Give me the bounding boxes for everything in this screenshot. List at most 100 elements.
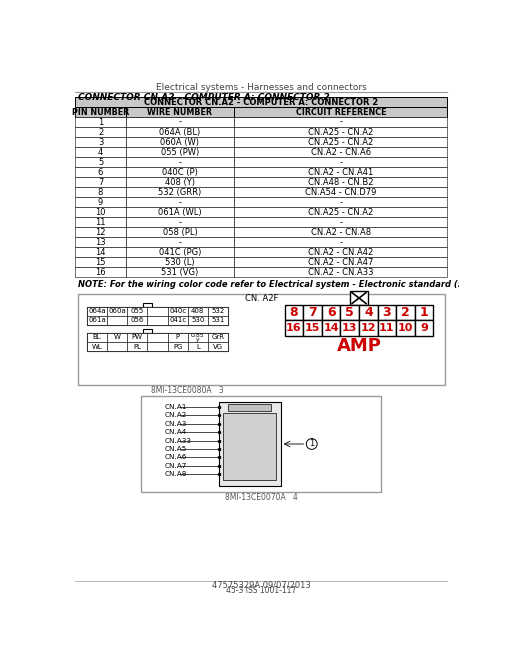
Bar [75,207,126,217]
Bar [414,321,433,336]
Bar [75,177,126,187]
Text: CN.A33: CN.A33 [164,438,191,444]
Bar [126,217,234,227]
Bar [141,396,381,492]
Text: 14: 14 [323,323,338,333]
Text: 8MI-13CE0080A   3: 8MI-13CE0080A 3 [151,386,223,395]
Bar [234,117,446,127]
Bar [147,333,167,342]
Bar [87,333,107,342]
Bar [126,187,234,197]
Bar [126,257,234,267]
Text: 10: 10 [397,323,412,333]
Text: 040c: 040c [168,308,186,314]
Text: CN.A2 - CN.A33: CN.A2 - CN.A33 [307,268,373,277]
Bar [167,316,187,325]
Bar [234,137,446,147]
Bar [147,316,167,325]
Text: CN.A3: CN.A3 [164,421,186,427]
Text: 8: 8 [289,306,298,319]
Text: 532: 532 [211,308,224,314]
Bar [75,217,126,227]
Bar [234,177,446,187]
Bar [303,305,321,321]
Bar [234,147,446,157]
Text: -: - [338,198,342,206]
Text: 055 (PW): 055 (PW) [160,148,199,157]
Text: L: L [195,343,200,349]
Text: -: - [178,218,181,226]
Text: PL: PL [133,343,141,349]
Text: CN.A1: CN.A1 [164,403,186,409]
Bar [284,321,303,336]
Bar [303,321,321,336]
Bar [395,321,414,336]
Text: 1: 1 [308,440,314,448]
Bar [187,333,208,342]
Text: 12: 12 [360,323,375,333]
Text: NOTE: For the wiring color code refer to Electrical system - Electronic standard: NOTE: For the wiring color code refer to… [77,280,496,289]
Bar [75,97,446,107]
Bar [395,305,414,321]
Bar [126,207,234,217]
Text: 1: 1 [419,306,428,319]
Text: 9: 9 [98,198,103,206]
Bar [75,127,126,137]
Text: 2: 2 [98,128,103,137]
Bar [77,294,444,385]
Text: -: - [178,118,181,127]
Text: CIRCUIT REFERENCE: CIRCUIT REFERENCE [295,108,385,117]
Bar [126,247,234,257]
Text: 061A (WL): 061A (WL) [158,208,202,216]
Bar [340,305,358,321]
Text: 14: 14 [95,248,105,257]
Bar [228,403,271,411]
Text: 10: 10 [95,208,105,216]
Text: -: - [178,198,181,206]
Bar [75,147,126,157]
Text: 6: 6 [98,168,103,176]
Text: 056: 056 [130,317,144,323]
Text: CN.A2 - CN.A42: CN.A2 - CN.A42 [307,248,373,257]
Text: CN.A5: CN.A5 [164,446,186,452]
Bar [234,197,446,207]
Bar [208,307,228,316]
Bar [223,413,275,480]
Bar [87,307,107,316]
Text: W: W [114,335,121,340]
Text: CN.A2 - CN.A41: CN.A2 - CN.A41 [307,168,373,176]
Text: 408 (Y): 408 (Y) [165,178,194,186]
Bar [147,342,167,351]
Text: PG: PG [173,343,182,349]
Text: 4: 4 [363,306,372,319]
Text: -: - [178,158,181,166]
Text: CONNECTOR CN.A2 - COMPUTER A: CONNECTOR 2: CONNECTOR CN.A2 - COMPUTER A: CONNECTOR … [144,98,378,107]
Bar [234,167,446,177]
Text: CN.A8: CN.A8 [164,472,186,478]
Bar [358,321,377,336]
Bar [414,305,433,321]
Bar [234,217,446,227]
Bar [75,257,126,267]
Bar [126,167,234,177]
Bar [126,107,234,117]
Bar [75,117,126,127]
Bar [126,267,234,277]
Text: CN.A2 - CN.A8: CN.A2 - CN.A8 [310,228,370,236]
Bar [143,303,152,307]
Bar [350,291,367,305]
Bar [126,197,234,207]
Bar [75,247,126,257]
Text: 530 (L): 530 (L) [165,258,194,267]
Text: BL: BL [93,335,101,340]
Text: 16: 16 [286,323,301,333]
Text: -: - [338,158,342,166]
Text: CN.A48 - CN.B2: CN.A48 - CN.B2 [307,178,373,186]
Text: CN.A7: CN.A7 [164,463,186,469]
Text: CN.A25 - CN.A2: CN.A25 - CN.A2 [307,128,373,137]
Text: 3: 3 [382,306,390,319]
Text: 530: 530 [191,317,204,323]
Bar [126,157,234,167]
Text: 055: 055 [130,308,144,314]
Text: 5: 5 [345,306,353,319]
